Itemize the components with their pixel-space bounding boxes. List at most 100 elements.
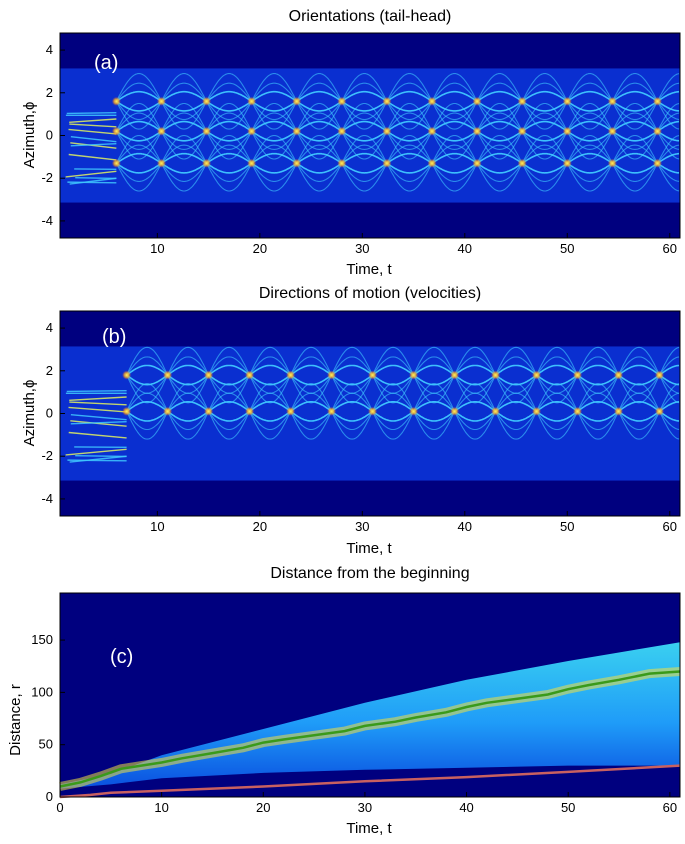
panel-a-crossing-point: [427, 96, 437, 106]
panel-b-crossing-point: [573, 406, 583, 416]
panel-a-crossing-point: [607, 126, 617, 136]
panel-c-y-tick-label: 150: [31, 632, 53, 647]
panel-b-periodic-trace: [126, 374, 680, 394]
panel-b-transient-trace: [66, 389, 127, 393]
panel-a-y-axis-label: Azimuth,ϕ: [21, 102, 38, 169]
panel-c-y-axis-label: Distance, r: [7, 684, 24, 756]
panel-a-crossing-point: [247, 158, 257, 168]
panel-b-crossing-point: [532, 406, 542, 416]
panel-b-crossing-point: [491, 406, 501, 416]
panel-a-y-tick-label: -2: [41, 170, 53, 185]
panel-b-periodic-trace: [126, 374, 679, 386]
panel-b-crossing-point: [450, 406, 460, 416]
panel-a-x-tick-label: 60: [663, 241, 677, 256]
panel-b-crossing-point: [655, 370, 665, 380]
panel-a-transient-trace: [68, 153, 117, 161]
panel-c-series-green: [59, 670, 681, 788]
panel-a-periodic-trace: [115, 102, 680, 133]
panel-a-transient-trace: [69, 118, 117, 124]
panel-a-crossing-point: [472, 158, 482, 168]
panel-b-crossing-point: [327, 370, 337, 380]
panel-b-x-tick-label: 60: [663, 519, 677, 534]
panel-b-crossing-point: [614, 406, 624, 416]
panel-a-transient-traces: [65, 111, 117, 185]
panel-b-transient-traces: [65, 389, 127, 463]
panel-c-frame: [59, 592, 681, 798]
panel-b-crossing-point: [327, 406, 337, 416]
panel-a-crossing-point: [472, 126, 482, 136]
panel-b-transient-trace: [75, 455, 127, 458]
panel-a-crossing-point: [202, 126, 212, 136]
panel-a-x-tick-label: 30: [355, 241, 369, 256]
panel-a-crossing-point: [382, 96, 392, 106]
panel-a-periodic-trace: [115, 162, 680, 192]
panel-a-crossing-point: [337, 126, 347, 136]
panel-b-transient-trace: [67, 459, 127, 462]
panel-b-periodic-trace: [126, 383, 680, 413]
panel-b-transient-trace: [69, 455, 127, 463]
panel-a-periodic-trace: [115, 144, 680, 165]
panel-b-crossing-point: [204, 370, 214, 380]
panel-a-y-tick-label: 2: [46, 85, 53, 100]
panel-a-y-axis-label-text: Azimuth,: [21, 110, 38, 168]
panel-b-transient-trace: [65, 448, 127, 456]
panel-b-x-tick-label: 40: [458, 519, 472, 534]
panel-b-title: Directions of motion (velocities): [259, 285, 481, 302]
panel-b-transient-trace: [69, 396, 127, 402]
panel-a-title: Orientations (tail-head): [289, 8, 452, 25]
panel-b-transient-trace: [68, 406, 127, 413]
panel-a-crossing-point: [247, 126, 257, 136]
panel-a-crossing-point: [652, 126, 662, 136]
panel-a-transient-trace: [70, 136, 117, 143]
panel-b-crossing-point: [491, 370, 501, 380]
panel-b-crossing-point: [286, 370, 296, 380]
panel-b-periodic-trace: [126, 410, 679, 422]
panel-b-crossing-point: [573, 370, 583, 380]
panel-a-heatmap: [60, 33, 680, 238]
panel-b-crossing-point: [368, 370, 378, 380]
panel-b-periodic-traces: [126, 346, 680, 440]
panel-b-crossing-point: [163, 406, 173, 416]
panel-b-crossing-point: [409, 370, 419, 380]
panel-a-crossing-point: [292, 126, 302, 136]
panel-b-y-tick-label: 0: [46, 406, 53, 421]
panel-a-y-axis-label-symbol: ϕ: [21, 102, 38, 110]
panel-b-x-tick-label: 10: [150, 519, 164, 534]
panel-c-y-tick-label: 50: [39, 737, 53, 752]
panel-c-y-tick-label: 0: [46, 789, 53, 804]
panel-a-crossing-point: [607, 158, 617, 168]
panel-a-x-tick-label: 10: [150, 241, 164, 256]
panel-a-periodic-trace: [115, 162, 680, 182]
panel-b-periodic-trace: [126, 410, 680, 440]
panel-a-crossing-point: [337, 96, 347, 106]
panel-b-crossing-point: [122, 406, 132, 416]
panel-b-crossing-point: [286, 406, 296, 416]
panel-a-x-tick-label: 20: [253, 241, 267, 256]
panel-b-transient-trace: [70, 420, 127, 425]
panel-a-y-tick-label: -4: [41, 213, 53, 228]
panel-a-y-tick-label: 0: [46, 128, 53, 143]
panel-c-y-ticks: 0 50 100 150: [31, 632, 65, 804]
panel-a-transient-trace: [67, 181, 117, 184]
panel-b-transient-trace: [70, 420, 127, 427]
panel-c-label: (c): [110, 646, 133, 668]
panel-b-periodic-trace: [126, 410, 680, 431]
panel-a-crossing-point: [427, 126, 437, 136]
panel-b-transient-trace: [70, 414, 127, 421]
panel-b-periodic-trace: [126, 364, 680, 377]
panel-b-y-tick-label: -2: [41, 448, 53, 463]
panel-a-crossing-point: [156, 158, 166, 168]
panel-a-crossing-point: [652, 158, 662, 168]
panel-a-transient-trace: [66, 111, 117, 115]
panel-b-transient-trace: [68, 431, 127, 439]
panel-a-periodic-trace: [115, 100, 680, 130]
panel-a-transient-trace: [65, 170, 117, 178]
panel-a-crossing-point: [111, 96, 121, 106]
panel-b-y-ticks: -4 -2 0 2 4: [41, 320, 65, 506]
panel-c-heatmap: [59, 593, 681, 799]
panel-c: Distance from the beginning 0 10 20 30 40 50 6…: [7, 565, 681, 837]
panel-b-y-axis-label-symbol: ϕ: [21, 380, 38, 388]
panel-b-x-ticks: 10 20 30 40 50 60: [150, 511, 677, 534]
panel-c-title: Distance from the beginning: [270, 565, 469, 582]
panel-b-crossing-point: [450, 370, 460, 380]
